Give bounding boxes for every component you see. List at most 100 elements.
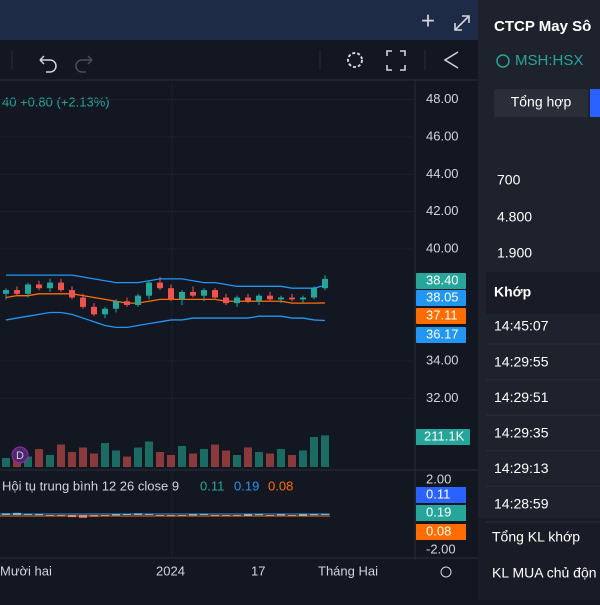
y-tick-label: 42.00 <box>426 203 459 218</box>
macd-bar <box>299 514 307 516</box>
volume-bar <box>123 456 131 467</box>
candle-body <box>278 297 284 300</box>
candle-body <box>212 290 218 298</box>
match-header-bg <box>486 272 600 314</box>
volume-bar <box>233 455 241 467</box>
price-tag-bg <box>416 327 466 343</box>
x-label: 2024 <box>156 563 185 578</box>
volume-bar <box>156 452 164 467</box>
macd-title: Hội tụ trung bình 12 26 close 9 <box>2 478 179 493</box>
volume-bar <box>211 444 219 467</box>
macd-tag: 0.08 <box>426 523 451 538</box>
settings-icon[interactable] <box>347 52 363 68</box>
volume-bar <box>277 449 285 467</box>
candle-body <box>322 278 328 289</box>
volume-bar <box>2 458 10 467</box>
band-lower <box>5 311 326 329</box>
candle-body <box>3 290 9 294</box>
x-label: 17 <box>251 563 265 578</box>
panel-row: 700 <box>497 172 521 188</box>
legend-change: +0.80 (+2.13%) <box>20 94 110 109</box>
macd-bar <box>255 514 263 516</box>
volume-bar <box>167 455 175 467</box>
y-tick-label: 46.00 <box>426 128 459 143</box>
macd-tag-bg <box>416 524 466 540</box>
volume-bar <box>35 449 43 467</box>
candle-body <box>179 291 185 300</box>
candle-body <box>245 297 251 302</box>
trade-time: 14:29:35 <box>494 425 549 441</box>
volume-bar <box>222 450 230 467</box>
volume-bar <box>134 447 142 467</box>
candle-body <box>25 284 31 294</box>
trade-time: 14:45:07 <box>494 318 549 334</box>
top-bar <box>0 0 478 40</box>
dividend-marker-bg <box>11 446 29 464</box>
volume-bar <box>178 446 186 467</box>
volume-bar <box>310 437 318 467</box>
trade-time: 14:29:51 <box>494 389 549 405</box>
volume-bar <box>189 453 197 467</box>
candle-body <box>146 282 152 296</box>
candle-body <box>289 297 295 300</box>
candle-body <box>135 295 141 305</box>
trade-time: 14:29:13 <box>494 460 549 476</box>
candle-body <box>47 282 53 289</box>
volume-bar <box>90 453 98 467</box>
panel-footer: Tổng KL khớp <box>492 529 580 545</box>
volume-bar <box>321 435 329 467</box>
y-tick-label: 44.00 <box>426 166 459 181</box>
tab-label[interactable]: Tổng hợp <box>511 94 572 110</box>
y-tick-label: 40.00 <box>426 240 459 255</box>
dividend-marker: D <box>16 450 24 462</box>
volume-bar <box>200 449 208 467</box>
candle-body <box>58 282 64 291</box>
undo-icon[interactable] <box>39 55 57 73</box>
candle-body <box>124 301 130 305</box>
candle-body <box>36 284 42 289</box>
price-tag-bg <box>416 290 466 306</box>
candle-body <box>223 297 229 304</box>
macd-value: 0.11 <box>200 478 224 493</box>
expand-icon[interactable] <box>454 15 470 31</box>
x-label: Mười hai <box>0 563 52 578</box>
volume-bar <box>68 452 76 467</box>
redo-icon[interactable] <box>75 55 93 73</box>
candle-body <box>168 288 174 300</box>
candle-body <box>80 297 86 307</box>
macd-tag-bg <box>416 505 466 521</box>
candle-body <box>14 290 20 294</box>
panel-row: 1.900 <box>497 245 532 261</box>
volume-bar <box>46 455 54 467</box>
legend-price: 40 <box>2 94 16 109</box>
volume-bar <box>57 444 65 467</box>
macd-tick-label: -2.00 <box>426 541 456 556</box>
tab[interactable] <box>494 89 588 117</box>
macd-tick-label: 2.00 <box>426 471 451 486</box>
match-header: Khớp <box>494 284 531 300</box>
volume-bar <box>244 447 252 467</box>
y-tick-label: 32.00 <box>426 390 459 405</box>
panel-symbol: MSH:HSX <box>515 52 583 69</box>
volume-bar <box>299 450 307 467</box>
tab-next[interactable] <box>590 89 600 117</box>
candle-body <box>201 290 207 296</box>
candle-body <box>157 282 163 289</box>
panel-title: CTCP May Sô <box>494 18 591 35</box>
macd-bar <box>244 514 252 516</box>
macd-bar <box>112 514 120 516</box>
fullscreen-icon[interactable] <box>386 50 406 71</box>
candle-body <box>300 297 306 300</box>
price-tag: 38.40 <box>426 272 459 287</box>
y-tick-label: 48.00 <box>426 91 459 106</box>
macd-bar <box>277 514 285 516</box>
trade-time: 14:28:59 <box>494 496 549 512</box>
add-icon[interactable]: + <box>421 7 435 34</box>
share-icon[interactable] <box>443 51 459 69</box>
volume-bar <box>79 447 87 467</box>
price-tag: 38.05 <box>426 289 459 304</box>
volume-bar <box>101 443 109 467</box>
macd-value: 0.08 <box>268 478 293 493</box>
candle-body <box>190 291 196 296</box>
